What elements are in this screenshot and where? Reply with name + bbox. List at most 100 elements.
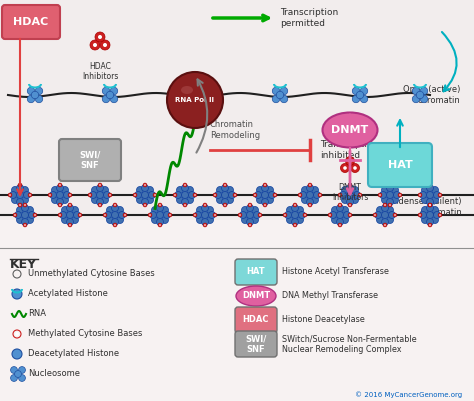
Circle shape: [69, 204, 71, 206]
Circle shape: [93, 43, 97, 47]
Circle shape: [134, 194, 136, 196]
Circle shape: [427, 205, 434, 211]
Circle shape: [352, 87, 360, 95]
Circle shape: [262, 184, 268, 192]
Circle shape: [109, 194, 111, 196]
Circle shape: [66, 205, 73, 211]
Circle shape: [386, 207, 393, 213]
Circle shape: [197, 207, 203, 213]
Circle shape: [376, 207, 383, 213]
Circle shape: [149, 211, 156, 219]
Circle shape: [339, 204, 341, 206]
Circle shape: [103, 192, 110, 198]
Circle shape: [214, 214, 216, 216]
Circle shape: [143, 203, 147, 207]
Circle shape: [194, 214, 196, 216]
Circle shape: [427, 211, 434, 219]
Circle shape: [72, 207, 79, 213]
Circle shape: [217, 196, 224, 203]
Circle shape: [241, 207, 248, 213]
Text: RNA: RNA: [28, 310, 46, 318]
Circle shape: [100, 40, 110, 50]
Text: SWI/
SNF: SWI/ SNF: [79, 150, 100, 170]
Circle shape: [420, 87, 428, 95]
Circle shape: [168, 213, 172, 217]
Circle shape: [349, 214, 351, 216]
Circle shape: [59, 214, 61, 216]
Circle shape: [56, 198, 64, 205]
Circle shape: [378, 193, 382, 197]
Circle shape: [252, 217, 258, 223]
Circle shape: [58, 203, 62, 207]
Text: Transcription
permitted: Transcription permitted: [280, 8, 338, 28]
Circle shape: [24, 192, 30, 198]
Circle shape: [384, 204, 386, 206]
Circle shape: [176, 186, 183, 194]
Circle shape: [59, 204, 61, 206]
Circle shape: [416, 91, 424, 99]
Circle shape: [56, 192, 64, 198]
Circle shape: [258, 213, 262, 217]
Circle shape: [299, 211, 306, 219]
Circle shape: [21, 196, 28, 203]
Circle shape: [412, 87, 419, 95]
Circle shape: [339, 194, 341, 196]
Circle shape: [217, 186, 224, 194]
Circle shape: [10, 367, 18, 373]
Circle shape: [431, 207, 438, 213]
Circle shape: [195, 87, 203, 95]
Circle shape: [52, 186, 58, 194]
Circle shape: [15, 211, 21, 219]
Circle shape: [102, 95, 109, 103]
Circle shape: [111, 219, 118, 225]
Circle shape: [158, 223, 162, 227]
Circle shape: [348, 183, 352, 187]
Circle shape: [15, 371, 21, 377]
Circle shape: [159, 204, 161, 206]
Circle shape: [88, 193, 92, 197]
Circle shape: [123, 213, 127, 217]
Circle shape: [99, 184, 101, 186]
Circle shape: [64, 192, 71, 198]
Circle shape: [356, 91, 364, 99]
Circle shape: [169, 214, 171, 216]
Circle shape: [207, 207, 213, 213]
Circle shape: [193, 193, 197, 197]
Circle shape: [34, 214, 36, 216]
Circle shape: [10, 375, 18, 381]
Circle shape: [27, 207, 34, 213]
Circle shape: [349, 184, 351, 186]
Circle shape: [346, 192, 354, 198]
Text: HAT: HAT: [246, 267, 265, 277]
Circle shape: [259, 214, 261, 216]
Circle shape: [97, 184, 103, 192]
Circle shape: [280, 87, 288, 95]
Circle shape: [264, 204, 266, 206]
Circle shape: [294, 204, 296, 206]
Circle shape: [428, 223, 432, 227]
Circle shape: [201, 205, 209, 211]
Circle shape: [62, 217, 69, 223]
Circle shape: [17, 184, 24, 192]
Text: Open (active)
chromatin: Open (active) chromatin: [402, 85, 460, 105]
Circle shape: [102, 87, 109, 95]
Text: Transcription
inhibited: Transcription inhibited: [320, 140, 378, 160]
Circle shape: [427, 192, 434, 198]
Circle shape: [148, 213, 152, 217]
Circle shape: [256, 196, 264, 203]
Circle shape: [307, 184, 313, 192]
Circle shape: [429, 204, 431, 206]
Circle shape: [238, 213, 242, 217]
Circle shape: [90, 192, 97, 198]
Circle shape: [429, 184, 431, 186]
Circle shape: [187, 87, 195, 95]
Circle shape: [434, 211, 440, 219]
Circle shape: [272, 95, 280, 103]
Circle shape: [262, 192, 268, 198]
Circle shape: [124, 214, 126, 216]
Circle shape: [8, 193, 12, 197]
Circle shape: [346, 156, 355, 166]
Circle shape: [249, 224, 251, 226]
Circle shape: [246, 211, 254, 219]
Circle shape: [301, 186, 309, 194]
